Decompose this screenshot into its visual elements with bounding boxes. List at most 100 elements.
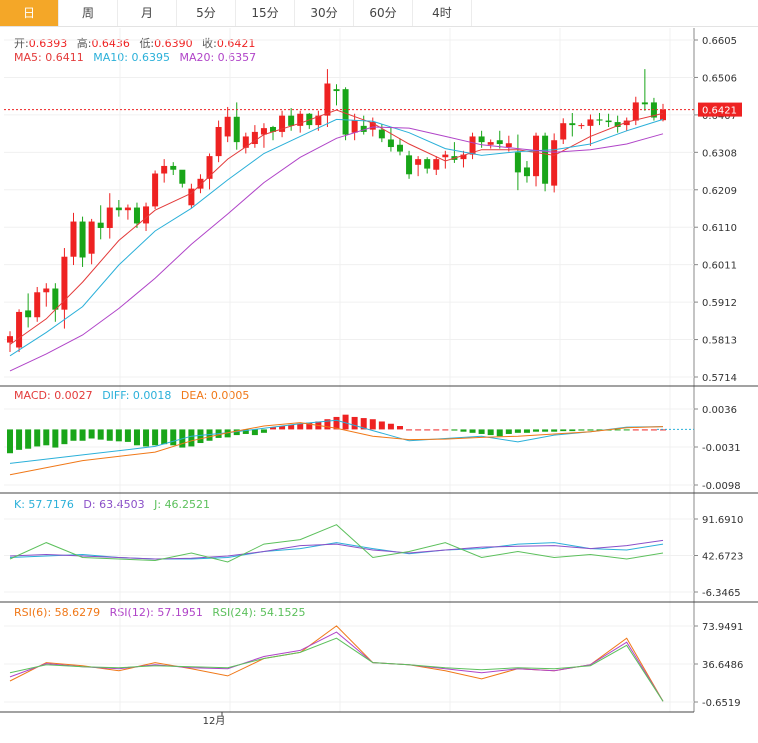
macd-bar <box>542 429 549 432</box>
candle-body <box>324 83 331 116</box>
y-tick-label: 0.5813 <box>702 336 737 347</box>
macd-bar <box>70 429 77 441</box>
y-tick-label: 73.9491 <box>702 622 743 633</box>
candle-body <box>197 178 204 189</box>
macd-bar <box>632 429 639 431</box>
candle-body <box>242 136 249 148</box>
dea-value: 0.0005 <box>210 389 250 402</box>
macd-bar <box>61 429 68 445</box>
macd-bar <box>523 429 530 433</box>
low-label: 低: <box>139 37 155 50</box>
macd-bar <box>197 429 204 444</box>
price-tag: 0.6421 <box>702 106 737 117</box>
macd-bar <box>605 429 612 431</box>
candle-body <box>632 102 639 121</box>
rsi6-label: RSI(6): <box>14 606 52 619</box>
kdj-info: K: 57.7176 D: 63.4503 J: 46.2521 <box>14 498 216 511</box>
macd-bar <box>560 429 567 432</box>
macd-bar <box>270 427 277 430</box>
macd-bar <box>315 421 322 430</box>
y-tick-label: 0.6308 <box>702 148 737 159</box>
macd-bar <box>88 429 95 439</box>
candle-body <box>387 139 394 148</box>
candle-body <box>206 156 213 179</box>
macd-bar <box>279 426 286 430</box>
candle-body <box>143 206 150 224</box>
candle-body <box>505 143 512 148</box>
candle-body <box>605 120 612 123</box>
candle-body <box>306 113 313 126</box>
macd-bar <box>43 429 50 446</box>
candle-body <box>587 119 594 126</box>
ma10-value: 0.6395 <box>131 51 170 64</box>
macd-bar <box>152 429 159 446</box>
y-tick-label: 0.6506 <box>702 73 737 84</box>
macd-bar <box>433 429 440 431</box>
ma10-label: MA10: <box>93 51 128 64</box>
candle-body <box>288 115 295 126</box>
y-tick-label: 36.6486 <box>702 660 743 671</box>
candle-body <box>415 159 422 165</box>
candle-body <box>270 126 277 132</box>
candle-body <box>215 126 222 157</box>
candle-body <box>542 135 549 184</box>
macd-bar <box>387 423 394 430</box>
macd-bar <box>97 429 104 440</box>
ma20-label: MA20: <box>179 51 215 64</box>
macd-bar <box>442 429 449 431</box>
kdj-d-line <box>9 539 664 560</box>
candle-body <box>52 288 59 310</box>
macd-bar <box>179 429 186 448</box>
ma-info: MA5: 0.6411 MA10: 0.6395 MA20: 0.6357 <box>14 51 262 64</box>
candle-body <box>569 123 576 126</box>
candle-body <box>369 122 376 130</box>
macd-bar <box>79 429 86 441</box>
ma5-value: 0.6411 <box>45 51 84 64</box>
candle-body <box>351 120 358 133</box>
ma5-line <box>9 109 664 345</box>
macd-bar <box>233 429 240 436</box>
macd-bar <box>587 429 594 431</box>
candle-body <box>433 159 440 170</box>
tab-4h[interactable]: 4时 <box>413 0 472 26</box>
candle-body <box>79 221 86 258</box>
macd-bar <box>650 429 657 431</box>
macd-bar <box>351 416 358 430</box>
macd-bar <box>406 429 413 431</box>
candle-body <box>233 116 240 143</box>
kdj-k-line <box>9 542 664 560</box>
macd-bar <box>641 429 648 431</box>
tab-week[interactable]: 周 <box>59 0 118 26</box>
tab-day[interactable]: 日 <box>0 0 59 26</box>
tab-60min[interactable]: 60分 <box>354 0 413 26</box>
low-value: 0.6390 <box>154 37 193 50</box>
tab-15min[interactable]: 15分 <box>236 0 295 26</box>
macd-bar <box>306 422 313 430</box>
y-tick-label: 91.6910 <box>702 515 743 526</box>
candle-body <box>660 109 666 121</box>
candle-body <box>315 115 322 126</box>
tab-30min[interactable]: 30分 <box>295 0 354 26</box>
tab-5min[interactable]: 5分 <box>177 0 236 26</box>
rsi24-value: 54.1525 <box>259 606 306 619</box>
dea-line <box>9 422 664 476</box>
tab-month[interactable]: 月 <box>118 0 177 26</box>
candle-body <box>97 222 104 228</box>
candle-body <box>25 310 32 318</box>
rsi24-label: RSI(24): <box>212 606 257 619</box>
macd-bar <box>206 429 213 441</box>
candle-body <box>614 122 621 127</box>
y-tick-label: -0.6519 <box>702 698 741 709</box>
j-label: J: <box>154 498 162 511</box>
candle-body <box>487 142 494 145</box>
candle-body <box>378 129 385 139</box>
candle-body <box>16 311 23 348</box>
candle-body <box>451 156 458 160</box>
macd-bar <box>242 429 249 434</box>
macd-bar <box>52 429 59 448</box>
candle-body <box>152 173 159 207</box>
candle-body <box>170 165 177 170</box>
macd-bar <box>170 429 177 446</box>
x-axis-label: 12月 <box>203 715 226 727</box>
candle-body <box>560 123 567 140</box>
